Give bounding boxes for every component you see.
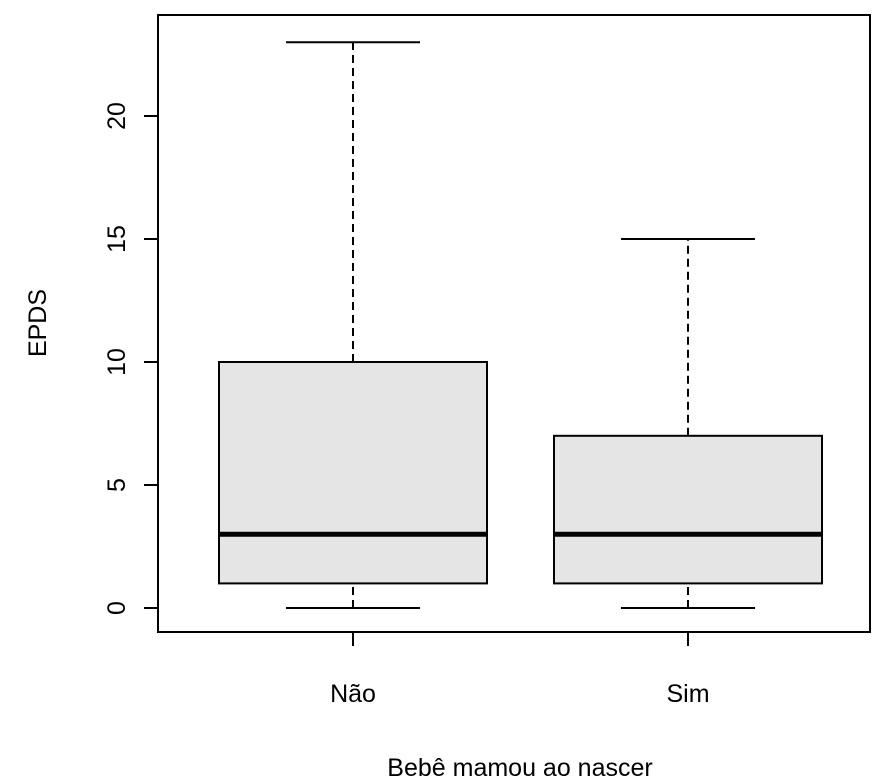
y-tick-label: 0 (103, 601, 131, 615)
x-tick-label: Não (330, 680, 376, 708)
y-axis-title: EPDS (24, 289, 52, 357)
x-axis: Não Sim (330, 631, 710, 708)
boxes-layer (218, 41, 823, 609)
y-tick-label: 10 (103, 348, 131, 376)
y-tick-label: 5 (103, 478, 131, 492)
iqr-box (218, 361, 488, 585)
iqr-box (553, 434, 823, 585)
y-axis: 0 5 10 15 20 (103, 102, 159, 615)
x-tick-label: Sim (666, 680, 709, 708)
box-group-1 (553, 238, 823, 609)
y-tick-label: 20 (103, 102, 131, 130)
y-tick-label: 15 (103, 225, 131, 253)
box-group-0 (218, 41, 488, 609)
x-axis-title: Bebê mamou ao nascer (387, 754, 652, 781)
